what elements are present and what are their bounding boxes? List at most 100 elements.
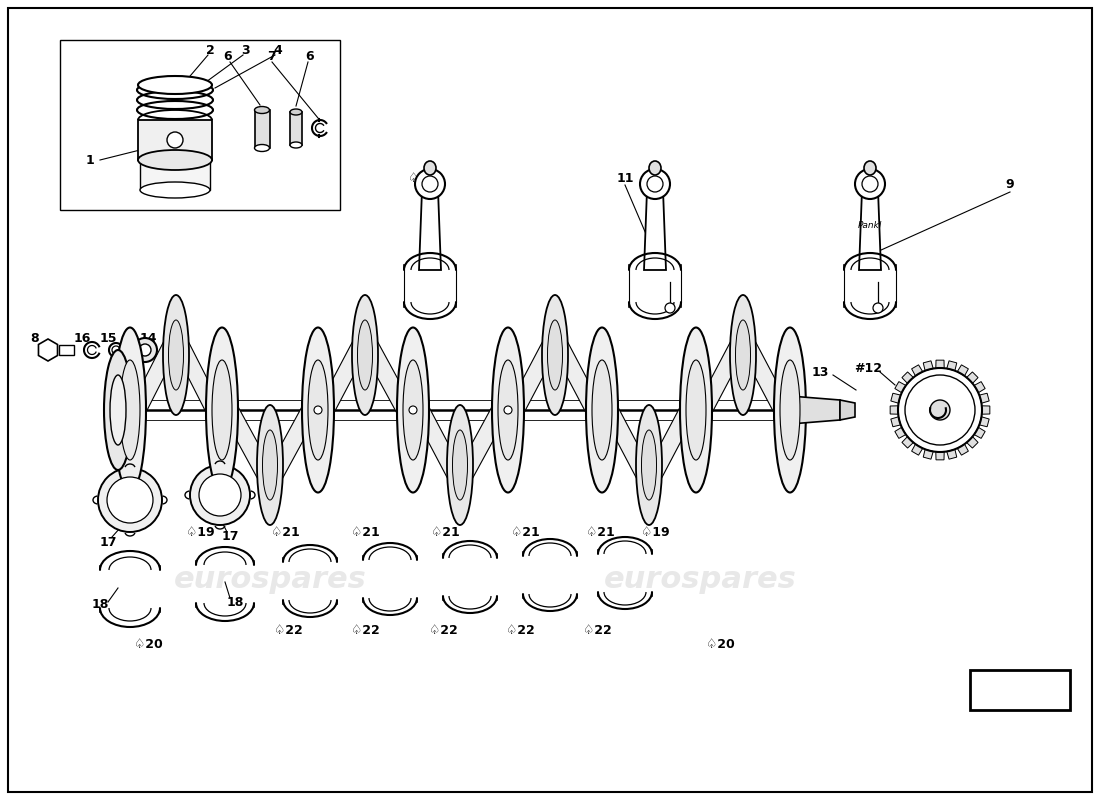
Text: ♤21: ♤21: [510, 526, 539, 538]
Circle shape: [666, 303, 675, 313]
Ellipse shape: [542, 295, 568, 415]
Text: ♤21: ♤21: [430, 526, 460, 538]
Ellipse shape: [492, 327, 524, 493]
Ellipse shape: [257, 405, 283, 525]
Ellipse shape: [206, 327, 238, 493]
Polygon shape: [230, 392, 310, 483]
Ellipse shape: [168, 320, 184, 390]
Circle shape: [139, 344, 151, 356]
Text: 11: 11: [616, 171, 634, 185]
Polygon shape: [840, 400, 855, 420]
Ellipse shape: [864, 161, 876, 175]
Polygon shape: [891, 417, 901, 426]
Polygon shape: [255, 110, 270, 148]
Text: ♤10: ♤10: [408, 171, 437, 185]
Circle shape: [930, 400, 950, 420]
Polygon shape: [947, 450, 957, 459]
Ellipse shape: [730, 295, 756, 415]
Text: ♤22: ♤22: [506, 623, 535, 637]
Circle shape: [409, 406, 417, 414]
Ellipse shape: [104, 350, 132, 470]
Ellipse shape: [452, 430, 468, 500]
Ellipse shape: [140, 182, 210, 198]
Polygon shape: [979, 417, 989, 426]
Ellipse shape: [586, 327, 618, 493]
Ellipse shape: [120, 360, 140, 460]
Ellipse shape: [641, 430, 657, 500]
Text: 14: 14: [140, 331, 156, 345]
Polygon shape: [967, 372, 978, 383]
Ellipse shape: [114, 327, 146, 493]
Text: ♤20: ♤20: [133, 638, 163, 651]
Text: ♤19: ♤19: [186, 526, 214, 538]
Ellipse shape: [138, 76, 212, 94]
Polygon shape: [419, 190, 441, 270]
Text: 17: 17: [221, 530, 239, 543]
Polygon shape: [790, 396, 840, 424]
Polygon shape: [890, 406, 899, 414]
Text: ♤21: ♤21: [351, 526, 380, 538]
Ellipse shape: [592, 360, 612, 460]
Polygon shape: [982, 406, 990, 414]
Polygon shape: [140, 160, 210, 190]
Circle shape: [855, 169, 886, 199]
Text: ♤22: ♤22: [351, 623, 380, 637]
Circle shape: [905, 375, 975, 445]
Ellipse shape: [140, 152, 210, 168]
Ellipse shape: [447, 405, 473, 525]
Circle shape: [167, 132, 183, 148]
Ellipse shape: [302, 327, 334, 493]
Polygon shape: [902, 372, 913, 383]
Text: 8: 8: [31, 331, 40, 345]
Ellipse shape: [352, 295, 378, 415]
Text: eurospares: eurospares: [174, 566, 366, 594]
FancyBboxPatch shape: [970, 670, 1070, 710]
Text: 1: 1: [86, 154, 95, 166]
Text: 6: 6: [223, 50, 232, 63]
Text: 18: 18: [227, 595, 244, 609]
Circle shape: [647, 176, 663, 192]
Text: 7: 7: [267, 50, 276, 63]
Polygon shape: [894, 427, 906, 438]
Text: 13: 13: [812, 366, 828, 378]
Ellipse shape: [254, 106, 270, 114]
Polygon shape: [59, 345, 74, 355]
Circle shape: [415, 169, 446, 199]
Polygon shape: [894, 382, 906, 393]
Text: 16: 16: [74, 331, 90, 345]
Ellipse shape: [358, 320, 373, 390]
Text: ♤22: ♤22: [583, 623, 612, 637]
Polygon shape: [975, 427, 986, 438]
Polygon shape: [138, 120, 212, 160]
Ellipse shape: [548, 320, 562, 390]
Ellipse shape: [110, 375, 126, 445]
Polygon shape: [957, 444, 968, 455]
Text: ♤22: ♤22: [429, 623, 458, 637]
Ellipse shape: [212, 360, 232, 460]
Text: 18: 18: [91, 598, 109, 611]
Text: ♤20: ♤20: [705, 638, 735, 651]
Text: ◆ = 5: ◆ = 5: [998, 682, 1043, 698]
Polygon shape: [859, 190, 881, 270]
Polygon shape: [138, 337, 214, 428]
Ellipse shape: [736, 320, 750, 390]
Polygon shape: [936, 360, 944, 368]
Circle shape: [873, 303, 883, 313]
Polygon shape: [967, 437, 978, 448]
Text: ♤19: ♤19: [640, 526, 669, 538]
Text: 4: 4: [274, 43, 283, 57]
Ellipse shape: [498, 360, 518, 460]
Circle shape: [640, 169, 670, 199]
Circle shape: [862, 176, 878, 192]
Text: ♤21: ♤21: [271, 526, 299, 538]
Circle shape: [199, 474, 241, 516]
Text: #12: #12: [854, 362, 882, 374]
Text: ♤21: ♤21: [585, 526, 615, 538]
Ellipse shape: [254, 145, 270, 151]
Polygon shape: [704, 337, 782, 428]
Text: eurospares: eurospares: [604, 566, 796, 594]
Ellipse shape: [636, 405, 662, 525]
Polygon shape: [957, 365, 968, 376]
Polygon shape: [936, 452, 944, 460]
Text: 2: 2: [206, 43, 214, 57]
